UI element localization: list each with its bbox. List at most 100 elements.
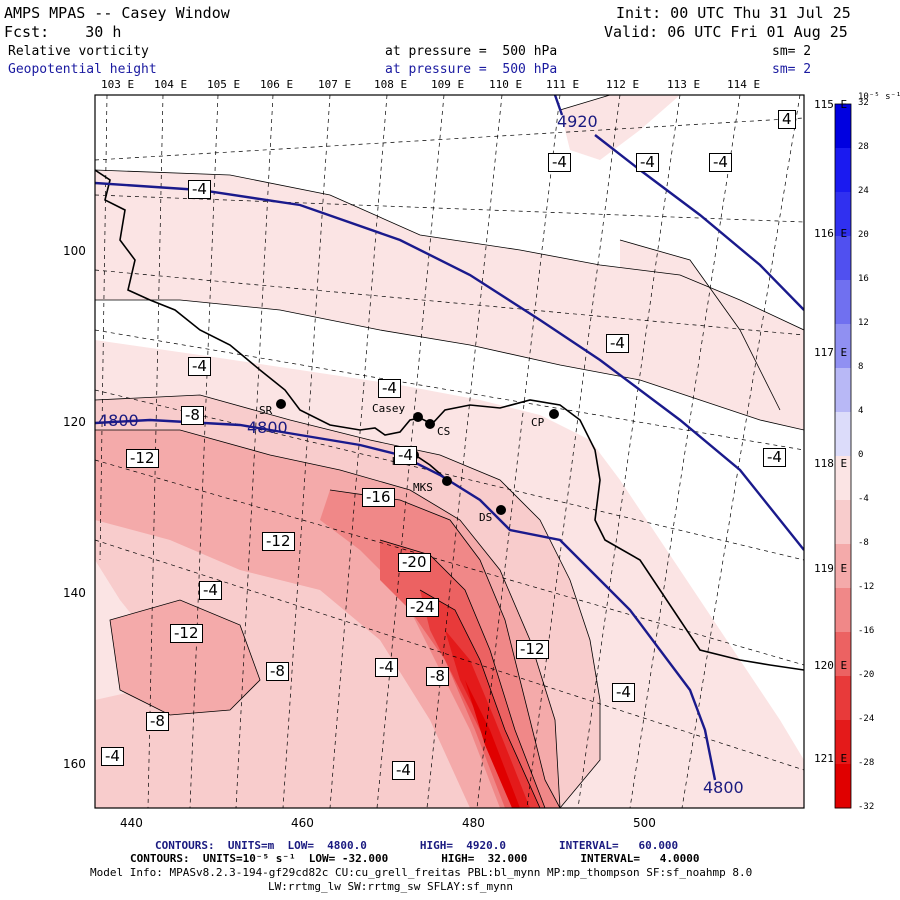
vorticity-contour-label: -4 bbox=[199, 581, 222, 600]
lon-label: 113 E bbox=[667, 78, 701, 91]
field2-pressure: at pressure = 500 hPa bbox=[385, 62, 558, 77]
vorticity-contour-label: -8 bbox=[426, 667, 449, 686]
colorbar-label: 24 bbox=[858, 186, 869, 196]
vorticity-contour-label: -4 bbox=[606, 334, 629, 353]
vorticity-contour-label: -12 bbox=[126, 449, 159, 468]
init-time: Init: 00 UTC Thu 31 Jul 25 bbox=[616, 4, 851, 22]
vorticity-contour-label: -4 bbox=[375, 658, 398, 677]
vorticity-contour-label: -20 bbox=[398, 553, 431, 572]
colorbar-segment bbox=[835, 192, 851, 237]
x-tick: 480 bbox=[462, 816, 485, 830]
colorbar-label: -12 bbox=[858, 582, 875, 592]
field1-name: Relative vorticity bbox=[8, 44, 149, 59]
height-label-4800-mid: 4800 bbox=[247, 418, 288, 437]
vorticity-contour-label: -4 bbox=[188, 357, 211, 376]
vorticity-contour-label: -4 bbox=[612, 683, 635, 702]
colorbar-label: 8 bbox=[858, 362, 864, 372]
y-tick: 140 bbox=[63, 586, 86, 600]
vorticity-contour-label: -4 bbox=[709, 153, 732, 172]
lon-label: 103 E bbox=[101, 78, 135, 91]
colorbar-segment bbox=[835, 500, 851, 545]
station-dot-ds bbox=[496, 505, 506, 515]
footer-height-contours: CONTOURS: UNITS=m LOW= 4800.0 HIGH= 4920… bbox=[155, 839, 679, 852]
colorbar-label: 12 bbox=[858, 318, 869, 328]
colorbar-label: -20 bbox=[858, 670, 875, 680]
lat-lon-grid bbox=[95, 95, 804, 808]
colorbar-label: -24 bbox=[858, 714, 875, 724]
map-frame bbox=[94, 94, 805, 809]
colorbar-segment bbox=[835, 324, 851, 369]
vorticity-contour-label: -4 bbox=[101, 747, 124, 766]
lon-label: 114 E bbox=[727, 78, 761, 91]
footer-physics: LW:rrtmg_lw SW:rrtmg_sw SFLAY:sf_mynn bbox=[268, 880, 514, 893]
lon-label: 116 E bbox=[814, 227, 848, 240]
footer-vorticity-contours: CONTOURS: UNITS=10⁻⁵ s⁻¹ LOW= -32.000 HI… bbox=[130, 852, 700, 865]
station-dot-sr bbox=[276, 399, 286, 409]
x-tick: 460 bbox=[291, 816, 314, 830]
lon-label: 118 E bbox=[814, 457, 848, 470]
station-label-cs: CS bbox=[437, 425, 451, 438]
vorticity-contour-label: -12 bbox=[170, 624, 203, 643]
colorbar-segment bbox=[835, 368, 851, 413]
footer-model-info: Model Info: MPASv8.2.3-194-gf29cd82c CU:… bbox=[90, 866, 753, 879]
vorticity-contour-label: -4 bbox=[636, 153, 659, 172]
vorticity-contour-label: -4 bbox=[392, 761, 415, 780]
colorbar-segment bbox=[835, 588, 851, 633]
lon-label: 108 E bbox=[374, 78, 408, 91]
colorbar-segment bbox=[835, 412, 851, 457]
colorbar-label: 0 bbox=[858, 450, 864, 460]
height-label-4800-east: 4800 bbox=[703, 778, 744, 797]
height-contours bbox=[95, 95, 804, 781]
station-dot-mks bbox=[442, 476, 452, 486]
vorticity-contour-label: -8 bbox=[181, 406, 204, 425]
colorbar-segment bbox=[835, 280, 851, 325]
field2-name: Geopotential height bbox=[8, 62, 157, 77]
vorticity-contour-label: -4 bbox=[548, 153, 571, 172]
colorbar-label: 20 bbox=[858, 230, 869, 240]
colorbar-label: -16 bbox=[858, 626, 875, 636]
lon-label: 119 E bbox=[814, 562, 848, 575]
colorbar-label: -32 bbox=[858, 802, 875, 812]
colorbar-segment bbox=[835, 676, 851, 721]
y-tick: 160 bbox=[63, 757, 86, 771]
lon-label: 111 E bbox=[546, 78, 580, 91]
station-label-mks: MKS bbox=[413, 481, 433, 494]
colorbar-label: 4 bbox=[858, 406, 864, 416]
lon-label: 104 E bbox=[154, 78, 188, 91]
station-label-casey: Casey bbox=[372, 402, 406, 415]
vorticity-contour-label: -16 bbox=[362, 488, 395, 507]
station-label-sr: SR bbox=[259, 404, 273, 417]
colorbar bbox=[835, 104, 851, 809]
y-tick: 100 bbox=[63, 244, 86, 258]
vorticity-shading bbox=[95, 95, 804, 808]
lon-label: 110 E bbox=[489, 78, 523, 91]
field1-pressure: at pressure = 500 hPa bbox=[385, 44, 558, 59]
lon-label: 115 E bbox=[814, 98, 848, 111]
station-dot-cp bbox=[549, 409, 559, 419]
vorticity-contour-label: -12 bbox=[516, 640, 549, 659]
lon-label: 105 E bbox=[207, 78, 241, 91]
vorticity-contour-label: -4 bbox=[763, 448, 786, 467]
lon-label: 106 E bbox=[260, 78, 294, 91]
lon-label: 120 E bbox=[814, 659, 848, 672]
lon-label: 112 E bbox=[606, 78, 640, 91]
colorbar-segment bbox=[835, 544, 851, 589]
colorbar-label: 28 bbox=[858, 142, 869, 152]
vorticity-contour-label: 4 bbox=[778, 110, 796, 129]
colorbar-unit: 10⁻⁵ s⁻¹ bbox=[858, 92, 900, 102]
x-tick: 500 bbox=[633, 816, 656, 830]
station-dot-casey bbox=[413, 412, 423, 422]
vorticity-contour-label: -4 bbox=[188, 180, 211, 199]
colorbar-segment bbox=[835, 720, 851, 765]
lon-label: 121 E bbox=[814, 752, 848, 765]
lon-label: 117 E bbox=[814, 346, 848, 359]
colorbar-segment bbox=[835, 148, 851, 193]
vorticity-contour-label: -8 bbox=[266, 662, 289, 681]
vorticity-contour-label: -4 bbox=[394, 446, 417, 465]
height-label-4800-west: 4800 bbox=[98, 411, 139, 430]
lon-label: 109 E bbox=[431, 78, 465, 91]
y-tick: 120 bbox=[63, 415, 86, 429]
colorbar-label: 32 bbox=[858, 98, 869, 108]
height-label-4920: 4920 bbox=[557, 112, 598, 131]
vorticity-contour-label: -4 bbox=[378, 379, 401, 398]
